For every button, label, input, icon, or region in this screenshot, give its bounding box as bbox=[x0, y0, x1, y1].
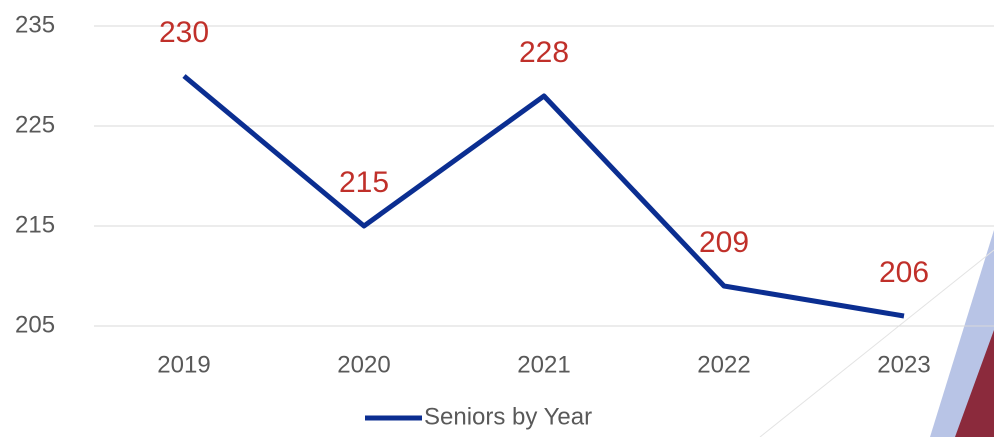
x-tick-label: 2019 bbox=[157, 351, 210, 378]
x-tick-label: 2023 bbox=[877, 351, 930, 378]
y-tick-label: 235 bbox=[15, 11, 55, 38]
x-tick-label: 2022 bbox=[697, 351, 750, 378]
series-line bbox=[182, 74, 905, 319]
decoration bbox=[759, 230, 994, 437]
decor-shape bbox=[955, 330, 994, 437]
x-tick-label: 2021 bbox=[517, 351, 570, 378]
data-label: 228 bbox=[519, 36, 569, 69]
x-tick-label: 2020 bbox=[337, 351, 390, 378]
y-tick-label: 215 bbox=[15, 211, 55, 238]
data-label: 230 bbox=[159, 16, 209, 49]
y-tick-label: 205 bbox=[15, 311, 55, 338]
y-tick-label: 225 bbox=[15, 111, 55, 138]
data-label: 209 bbox=[699, 226, 749, 259]
legend-label: Seniors by Year bbox=[424, 403, 592, 430]
data-label: 206 bbox=[879, 256, 929, 289]
decor-line bbox=[759, 249, 994, 437]
data-label: 215 bbox=[339, 166, 389, 199]
